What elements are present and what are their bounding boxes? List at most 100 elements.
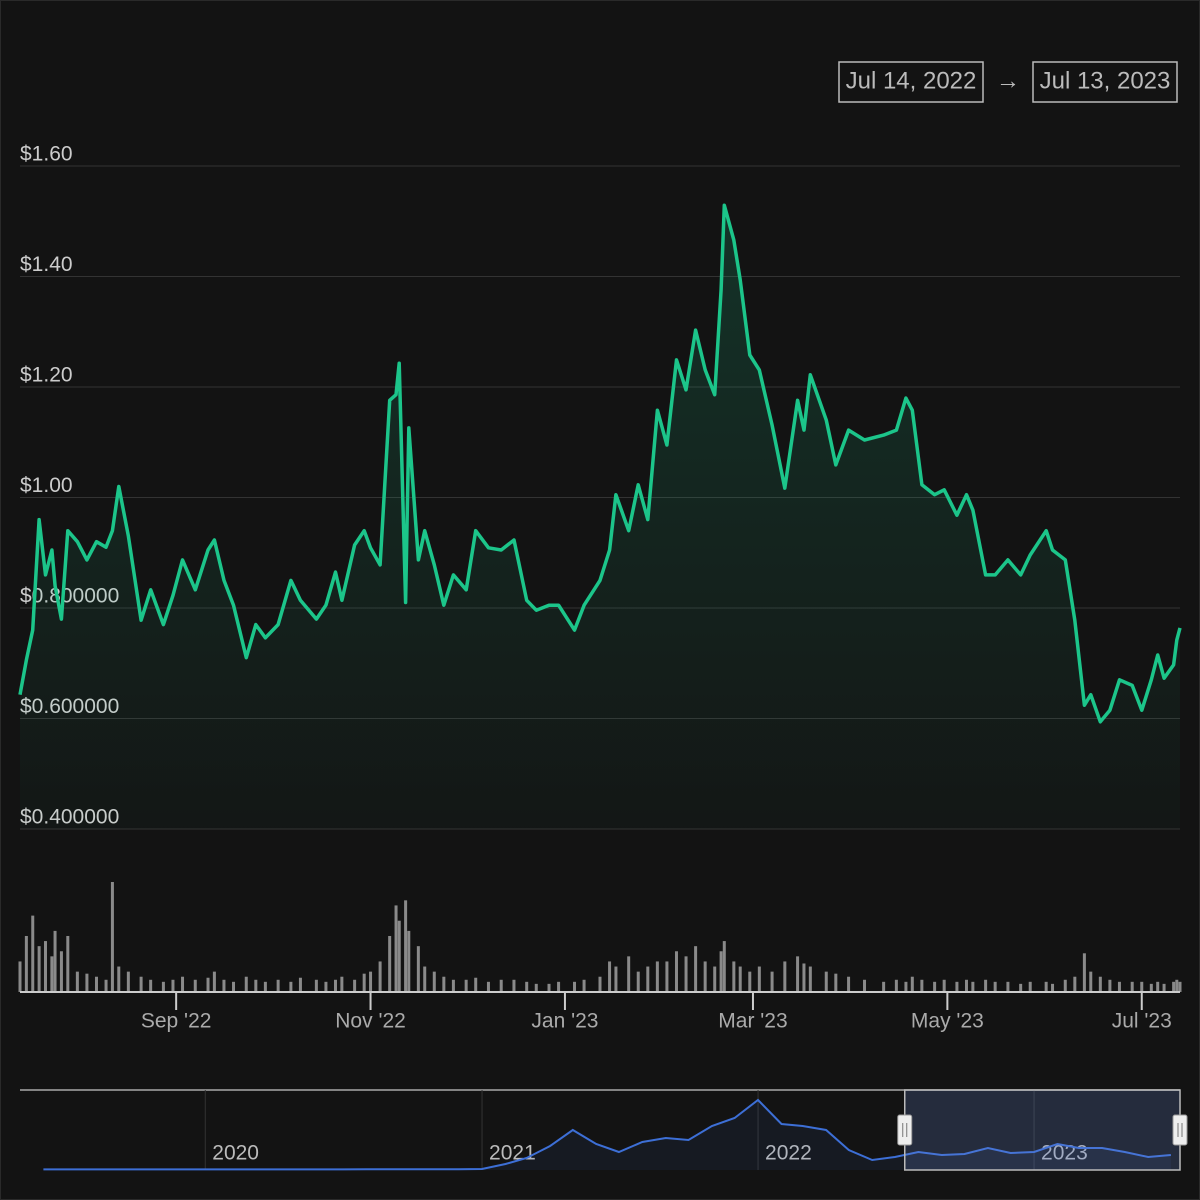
volume-bar	[423, 966, 427, 992]
volume-bar	[404, 900, 408, 992]
volume-bar	[486, 981, 490, 992]
volume-bar	[1130, 981, 1134, 992]
x-tick-label: Nov '22	[335, 1010, 406, 1033]
volume-bar	[834, 973, 838, 992]
navigator-tick-label: 2022	[765, 1142, 812, 1165]
volume-bar	[499, 979, 503, 992]
volume-bar	[920, 979, 924, 992]
volume-bar	[802, 963, 806, 992]
volume-bar	[117, 966, 121, 992]
x-tick-label: Jan '23	[531, 1010, 598, 1033]
volume-bar	[598, 976, 602, 992]
volume-bar	[993, 981, 997, 992]
volume-bar	[104, 979, 108, 992]
volume-bar	[525, 981, 529, 992]
navigator-selection[interactable]	[903, 1089, 1181, 1171]
x-tick-label: Mar '23	[718, 1010, 787, 1033]
volume-bar	[110, 882, 114, 992]
volume-bar	[824, 971, 828, 992]
volume-bar	[964, 979, 968, 992]
volume-bar	[882, 981, 886, 992]
price-line	[18, 203, 1182, 724]
volume-bar	[512, 979, 516, 992]
volume-bar	[722, 941, 726, 992]
volume-bar	[289, 981, 293, 992]
volume-bar	[181, 976, 185, 992]
range-from[interactable]: Jul 14, 2022	[846, 67, 977, 94]
volume-bar	[397, 920, 401, 992]
volume-bar	[738, 966, 742, 992]
volume-bar	[171, 979, 175, 992]
volume-bar	[646, 966, 650, 992]
volume-bar	[59, 951, 63, 992]
volume-bar	[1028, 981, 1032, 992]
volume-bar	[276, 979, 280, 992]
volume-bar	[432, 971, 436, 992]
volume-bar	[149, 979, 153, 992]
volume-bar	[674, 951, 678, 992]
volume-bar	[340, 976, 344, 992]
volume-bar	[904, 981, 908, 992]
volume-bar	[534, 983, 538, 992]
volume-bar	[24, 935, 28, 992]
volume-bar	[863, 979, 867, 992]
volume-bar	[1156, 981, 1160, 992]
volume-bar	[474, 977, 478, 992]
volume-bar	[298, 977, 302, 992]
y-tick-label: $1.40	[20, 253, 73, 276]
volume-bar	[1172, 981, 1176, 992]
volume-bar	[971, 981, 975, 992]
navigator-handle[interactable]	[1172, 1114, 1188, 1146]
volume-bar	[362, 973, 366, 992]
volume-bar	[942, 979, 946, 992]
volume-bar	[18, 961, 22, 992]
y-tick-label: $1.20	[20, 364, 73, 387]
volume-bar	[43, 941, 47, 992]
volume-bar	[984, 979, 988, 992]
volume-bar	[369, 971, 373, 992]
volume-bar	[50, 956, 54, 992]
navigator-line	[43, 1098, 1171, 1171]
volume-bar	[783, 961, 787, 992]
volume-bar	[1006, 981, 1010, 992]
volume-bar	[451, 979, 455, 992]
volume-bar	[627, 956, 631, 992]
range-to[interactable]: Jul 13, 2023	[1040, 67, 1171, 94]
volume-bar	[1140, 981, 1144, 992]
volume-bar	[1149, 983, 1153, 992]
navigator-tick-label: 2020	[212, 1142, 259, 1165]
volume-bar	[333, 979, 337, 992]
volume-bar	[37, 946, 41, 992]
volume-bar	[212, 971, 216, 992]
volume-bar	[684, 956, 688, 992]
volume-bar	[694, 946, 698, 992]
volume-bar	[1089, 971, 1093, 992]
y-tick-label: $1.60	[20, 143, 73, 166]
volume-bar	[1175, 979, 1179, 992]
x-tick-label: Sep '22	[141, 1010, 212, 1033]
volume-bar	[378, 961, 382, 992]
range-box[interactable]	[1032, 61, 1178, 103]
volume-bar	[94, 976, 98, 992]
volume-bar	[770, 971, 774, 992]
volume-bar	[1051, 983, 1055, 992]
range-box[interactable]	[838, 61, 984, 103]
volume-bar	[636, 971, 640, 992]
volume-bar	[582, 979, 586, 992]
volume-bar	[407, 930, 411, 992]
x-tick-label: May '23	[911, 1010, 984, 1033]
volume-bar	[139, 976, 143, 992]
volume-bar	[85, 973, 89, 992]
volume-bar	[254, 979, 258, 992]
volume-bar	[894, 979, 898, 992]
range-separator: →	[996, 67, 1020, 94]
navigator-handle[interactable]	[897, 1114, 913, 1146]
volume-bar	[75, 971, 79, 992]
volume-bar	[394, 905, 398, 992]
volume-bar	[1019, 983, 1023, 992]
volume-bar	[1063, 979, 1067, 992]
volume-bar	[66, 935, 70, 992]
volume-bar	[244, 976, 248, 992]
volume-bar	[719, 951, 723, 992]
volume-bar	[324, 981, 328, 992]
